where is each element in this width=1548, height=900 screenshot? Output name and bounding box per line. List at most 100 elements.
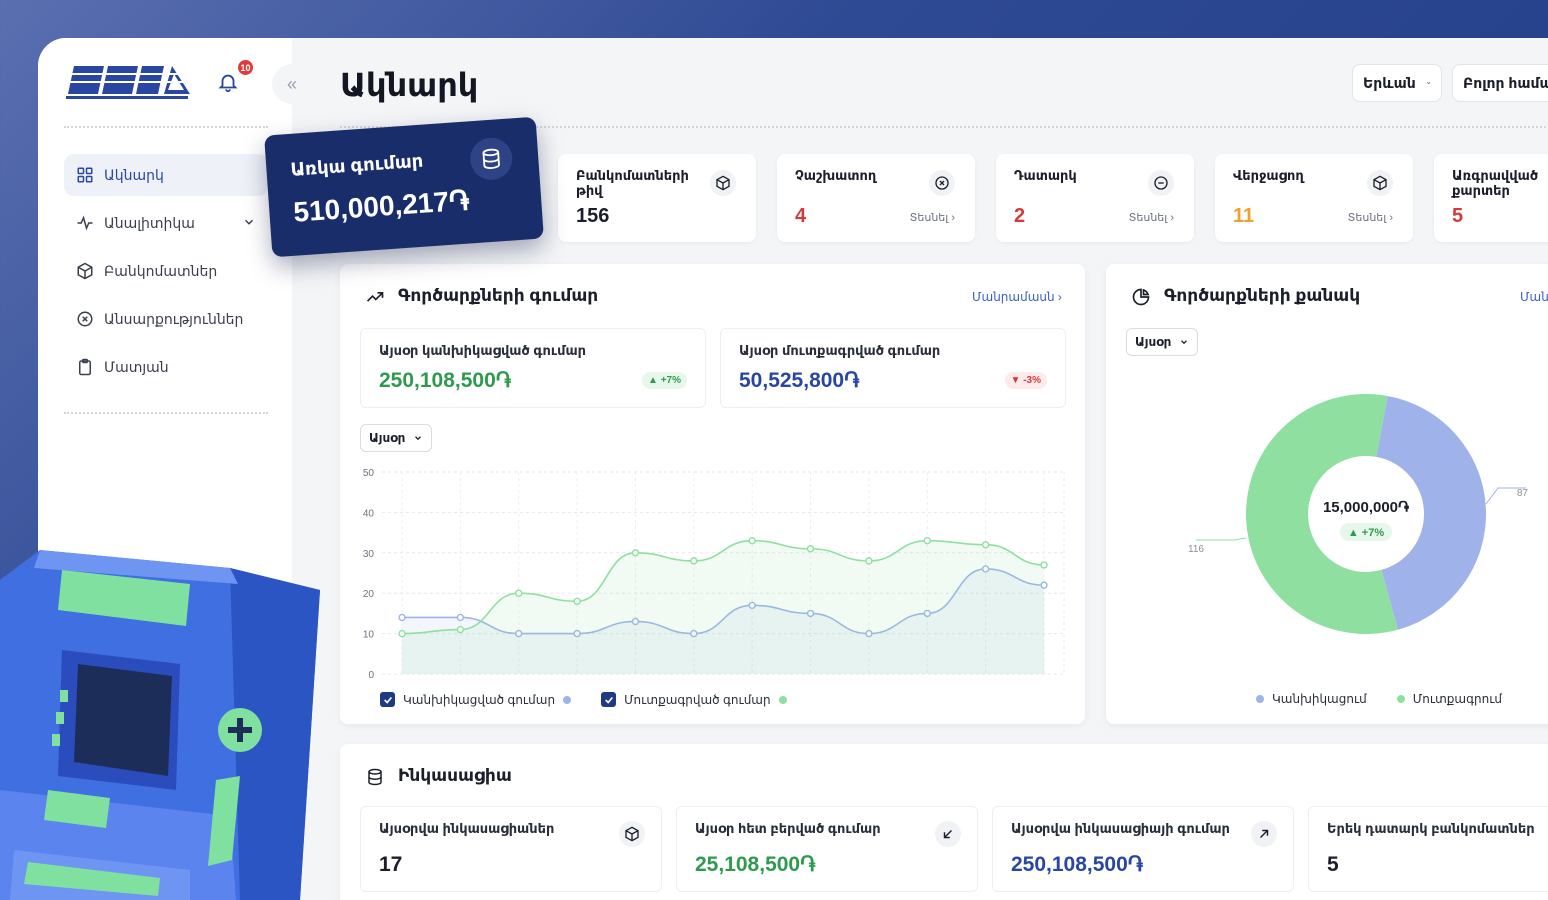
stat-card-atm-count[interactable]: Բանկոմատների թիվ 156: [558, 154, 756, 242]
sidebar-item-overview[interactable]: Ակնարկ: [64, 154, 268, 196]
data-point: [923, 536, 931, 545]
y-tick-label: 40: [363, 508, 375, 519]
view-link[interactable]: Տեսնել ›: [1347, 212, 1393, 224]
sidebar-item-faults[interactable]: Անսարքություններ: [64, 298, 268, 340]
returned-today-card: Այսօր հետ բերված գումար 25,108,500֏: [676, 806, 978, 892]
balance-value: 510,000,217֏: [292, 184, 471, 228]
chevron-down-icon: [1426, 82, 1430, 85]
arrow-up-right-icon: [1251, 821, 1277, 847]
transactions-line-chart: 0 10 20 30 40 50: [363, 468, 1065, 681]
series-area-1: [402, 540, 1044, 674]
main-content: Ակնարկ Երևան Բոլոր համա Բանկոմատների թիվ…: [292, 38, 1548, 900]
legend-label: Մուտքագրված գումար: [624, 692, 771, 707]
view-link[interactable]: Տեսնել ›: [909, 212, 955, 224]
x-circle-icon: [77, 311, 93, 327]
sidebar-item-atms[interactable]: Բանկոմատներ: [64, 250, 268, 292]
stat-card-captured-cards[interactable]: Առգրավված քարտեր 5: [1434, 154, 1548, 242]
city-select[interactable]: Երևան: [1352, 64, 1442, 102]
stat-label: Դատարկ: [1014, 168, 1077, 183]
data-point: [923, 609, 931, 618]
stat-label: Բանկոմատների թիվ: [576, 168, 689, 198]
trend-up-badge: ▲ +7%: [642, 372, 687, 389]
sidebar-item-log[interactable]: Մատյան: [64, 346, 268, 388]
details-link[interactable]: Մանրամասն ›: [972, 290, 1062, 304]
sidebar-item-analytics[interactable]: Անալիտիկա: [64, 202, 268, 244]
branch-select[interactable]: Բոլոր համա: [1452, 64, 1548, 102]
data-point: [456, 613, 465, 622]
period-select[interactable]: Այսօր: [360, 424, 433, 452]
data-point: [631, 549, 640, 557]
divider: [64, 412, 268, 414]
period-select[interactable]: Այսօր: [1126, 328, 1199, 356]
donut-slice: [1376, 395, 1486, 630]
data-point: [573, 629, 581, 638]
notification-count-badge: 10: [236, 58, 255, 77]
stat-card-empty[interactable]: Դատարկ 2 Տեսնել ›: [996, 154, 1194, 242]
chevron-down-icon[interactable]: [242, 215, 256, 232]
data-point: [631, 617, 640, 626]
city-select-value: Երևան: [1363, 74, 1416, 91]
box-icon: [1367, 170, 1393, 196]
mini-value: 50,525,800֏: [739, 369, 860, 392]
collection-amount-today-card: Այսօրվա ինկասացիայի գումար 250,108,500֏: [992, 806, 1294, 892]
donut-slice: [1246, 394, 1398, 634]
y-tick-label: 10: [363, 630, 375, 641]
mini-value: 5: [1327, 853, 1339, 876]
atm-illustration: [0, 550, 320, 900]
data-point: [515, 629, 523, 638]
trend-up-badge: [1340, 523, 1392, 541]
balance-card: Առկա գումար 510,000,217֏: [264, 116, 544, 258]
data-point: [748, 601, 756, 610]
period-select-value: Այսօր: [1135, 335, 1172, 349]
stat-value: 4: [795, 205, 807, 227]
data-point: [806, 545, 815, 553]
stat-value: 2: [1014, 205, 1026, 227]
mini-label: Այսօր մուտքագրված գումար: [739, 343, 941, 358]
mini-label: Երեկ դատարկ բանկոմատներ: [1327, 821, 1535, 836]
legend-checkbox-withdrawn[interactable]: [380, 692, 395, 707]
app-window: 10 « Ակնարկ Անալիտիկա Բանկոմատներ: [38, 38, 1548, 900]
data-point: [865, 557, 873, 565]
pie-chart-icon: [1128, 284, 1154, 310]
notifications-button[interactable]: [214, 68, 242, 96]
data-point: [981, 541, 990, 549]
legend-label: Մուտքագրում: [1412, 692, 1503, 706]
stat-card-not-working[interactable]: Չաշխատող 4 Տեսնել ›: [777, 154, 975, 242]
series-area-0: [402, 568, 1044, 674]
leader-line: [1196, 537, 1247, 541]
sidebar-item-label: Ակնարկ: [104, 166, 164, 183]
legend-checkbox-deposited[interactable]: [601, 692, 617, 707]
slice-label: 116: [1188, 544, 1204, 555]
chevron-down-icon: [415, 436, 422, 441]
clipboard-icon: [79, 358, 91, 376]
data-point: [1040, 581, 1048, 589]
data-point: [690, 629, 698, 638]
mini-value: 250,108,500֏: [1011, 853, 1144, 876]
data-point: [398, 629, 406, 638]
slice-label: 87: [1517, 488, 1529, 499]
branch-select-value: Բոլոր համա: [1463, 74, 1548, 91]
stat-label: Վերջացող: [1233, 168, 1304, 183]
period-select-value: Այսօր: [369, 431, 406, 445]
minus-circle-icon: [1148, 170, 1174, 196]
mini-value: 17: [379, 853, 403, 876]
chevron-down-icon: [1181, 340, 1188, 345]
data-point: [806, 609, 815, 618]
data-point: [748, 536, 756, 545]
panel-title: Գործարքների քանակ: [1164, 286, 1361, 305]
y-tick-label: 20: [363, 589, 375, 600]
brand-logo[interactable]: [64, 62, 194, 102]
collection-panel: Ինկասացիա Այսօրվա ինկասացիաներ 17 Այսօր …: [340, 744, 1548, 900]
legend-dot: [1396, 695, 1405, 703]
transactions-count-panel: Գործարքների քանակ Մանր Այսօր 87 116 15,000…: [1106, 264, 1548, 724]
mini-label: Այսօր կանխիկացված գումար: [379, 343, 587, 358]
collapse-sidebar-button[interactable]: «: [272, 64, 312, 104]
stat-card-running-low[interactable]: Վերջացող 11 Տեսնել ›: [1215, 154, 1413, 242]
panel-title: Ինկասացիա: [398, 766, 512, 785]
view-link[interactable]: Տեսնել ›: [1128, 212, 1174, 224]
stat-value: 11: [1233, 205, 1255, 227]
panel-title: Գործարքների գումար: [398, 286, 599, 305]
mini-value: 25,108,500֏: [695, 853, 816, 876]
details-link[interactable]: Մանր: [1520, 290, 1548, 304]
data-point: [981, 565, 990, 573]
